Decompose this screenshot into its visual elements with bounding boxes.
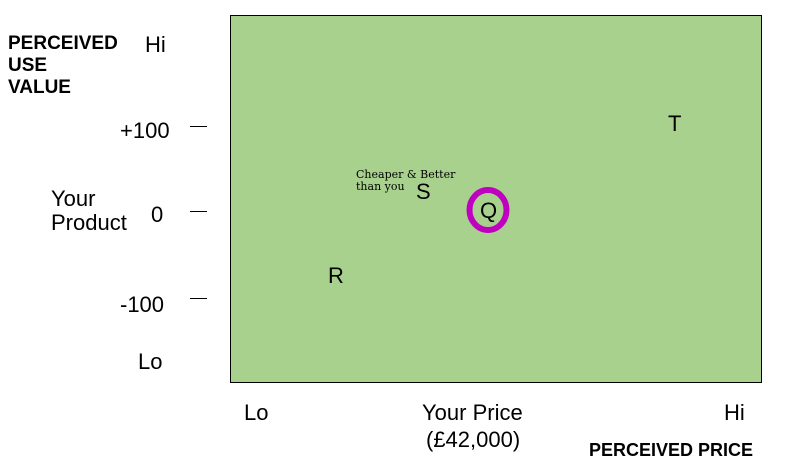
point-s: S	[416, 179, 431, 204]
y-tick-mark	[190, 298, 207, 299]
x-axis-title: PERCEIVED PRICE	[589, 440, 754, 460]
your-price-label: Your Price	[422, 400, 523, 425]
point-r: R	[328, 263, 344, 288]
highlight-ring	[466, 187, 510, 233]
y-axis-title: PERCEIVED USE VALUE	[8, 33, 118, 99]
point-t: T	[668, 111, 682, 136]
cheaper-better-annotation: Cheaper & Better than you	[356, 168, 456, 193]
y-tick-label-minus100: -100	[120, 292, 165, 317]
y-axis-hi-label: Hi	[145, 32, 166, 57]
y-tick-label-plus100: +100	[120, 118, 170, 143]
y-tick-mark	[190, 211, 207, 212]
your-product-label: Your Product	[51, 187, 127, 235]
x-axis-hi-label: Hi	[724, 400, 745, 425]
point-q: Q	[480, 198, 498, 223]
y-tick-label-zero: 0	[151, 202, 164, 227]
your-price-value: (£42,000)	[426, 427, 521, 452]
y-axis-title-line: VALUE	[8, 77, 71, 98]
plot-area	[230, 15, 762, 383]
y-tick-mark	[190, 126, 207, 127]
y-axis-lo-label: Lo	[138, 349, 163, 374]
your-product-label-line2: Product	[51, 210, 127, 235]
y-axis-title-line: USE	[8, 55, 48, 76]
x-axis-lo-label: Lo	[244, 400, 269, 425]
y-axis-title-line: PERCEIVED	[8, 33, 118, 54]
your-product-label-line1: Your	[51, 186, 96, 211]
